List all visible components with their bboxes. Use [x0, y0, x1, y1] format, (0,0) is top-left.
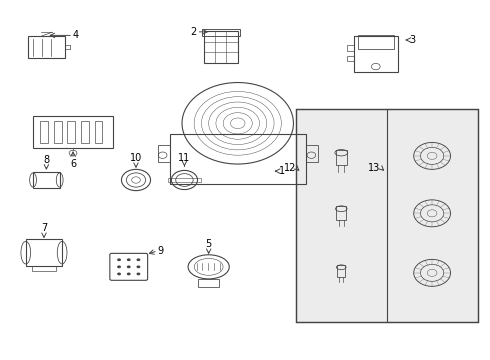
- Circle shape: [127, 273, 131, 275]
- Text: 10: 10: [130, 153, 142, 163]
- Bar: [296, 109, 478, 322]
- Bar: [170, 134, 306, 184]
- Circle shape: [117, 273, 121, 275]
- Bar: [81, 121, 89, 143]
- Bar: [68, 121, 75, 143]
- Circle shape: [137, 265, 140, 268]
- Text: 13: 13: [368, 163, 381, 172]
- Circle shape: [137, 273, 140, 275]
- Text: 6: 6: [70, 159, 76, 169]
- Bar: [198, 279, 220, 287]
- Bar: [358, 35, 394, 49]
- Circle shape: [137, 258, 140, 261]
- Bar: [202, 29, 240, 36]
- Bar: [95, 121, 102, 143]
- Bar: [28, 36, 65, 58]
- Bar: [347, 45, 354, 51]
- Text: 3: 3: [410, 35, 416, 45]
- Bar: [204, 31, 238, 63]
- Text: 8: 8: [43, 155, 49, 165]
- Text: 12: 12: [284, 163, 296, 172]
- Bar: [26, 239, 62, 266]
- Bar: [347, 55, 354, 61]
- Circle shape: [127, 258, 131, 261]
- Bar: [306, 145, 318, 162]
- Text: 2: 2: [190, 27, 196, 37]
- Bar: [296, 109, 478, 322]
- Bar: [33, 116, 113, 148]
- Text: 4: 4: [73, 30, 79, 40]
- Bar: [337, 265, 345, 277]
- Bar: [337, 206, 346, 220]
- Bar: [158, 145, 170, 162]
- Bar: [336, 149, 346, 166]
- Bar: [54, 121, 62, 143]
- Circle shape: [117, 258, 121, 261]
- Bar: [168, 178, 201, 182]
- Text: 7: 7: [41, 223, 47, 233]
- Circle shape: [127, 265, 131, 268]
- Text: 5: 5: [205, 239, 212, 249]
- Bar: [33, 172, 60, 188]
- Text: 11: 11: [178, 153, 191, 163]
- Bar: [354, 36, 397, 72]
- Circle shape: [117, 265, 121, 268]
- Text: 1: 1: [279, 166, 285, 176]
- Bar: [40, 121, 48, 143]
- Text: 9: 9: [158, 246, 164, 256]
